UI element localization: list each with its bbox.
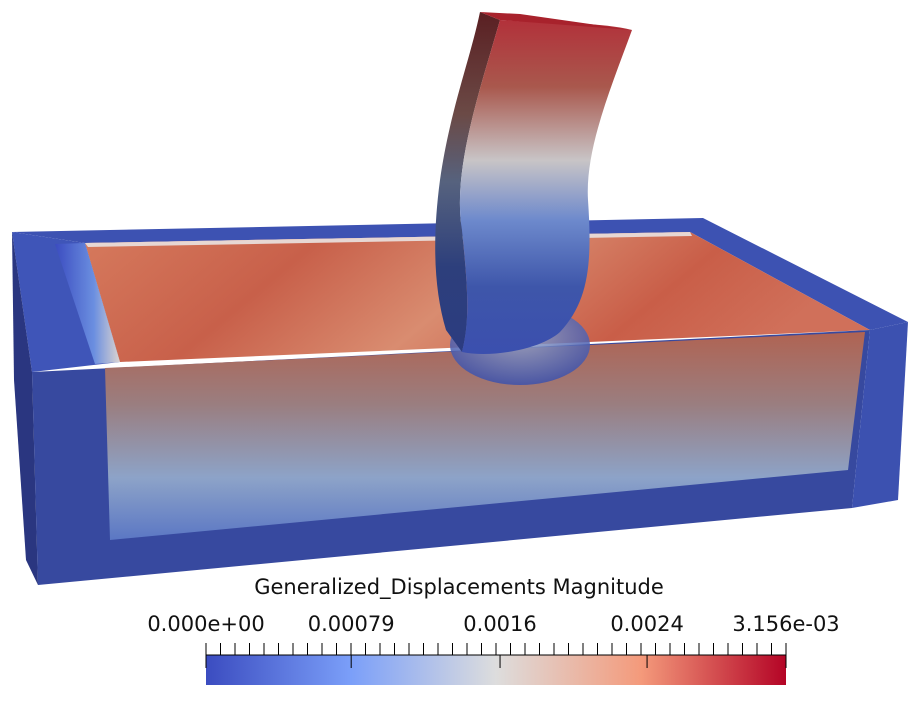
color-bar-label: 0.0024 — [610, 612, 684, 636]
color-bar-label: 0.000e+00 — [147, 612, 265, 636]
block-front-inner — [105, 332, 865, 540]
pillar-front — [459, 20, 632, 354]
color-bar-label: 0.00079 — [307, 612, 395, 636]
pillar-side — [435, 12, 500, 352]
pillar-top — [480, 12, 632, 30]
block-left-inner-strip — [55, 243, 120, 364]
block-right-side — [852, 322, 908, 508]
color-bar-label: 3.156e-03 — [732, 612, 840, 636]
block-left-side — [12, 232, 38, 585]
color-bar-ticks — [205, 643, 787, 668]
scalar-bar-title: Generalized_Displacements Magnitude — [254, 575, 664, 599]
color-bar — [206, 655, 786, 685]
color-bar-label: 0.0016 — [463, 612, 537, 636]
